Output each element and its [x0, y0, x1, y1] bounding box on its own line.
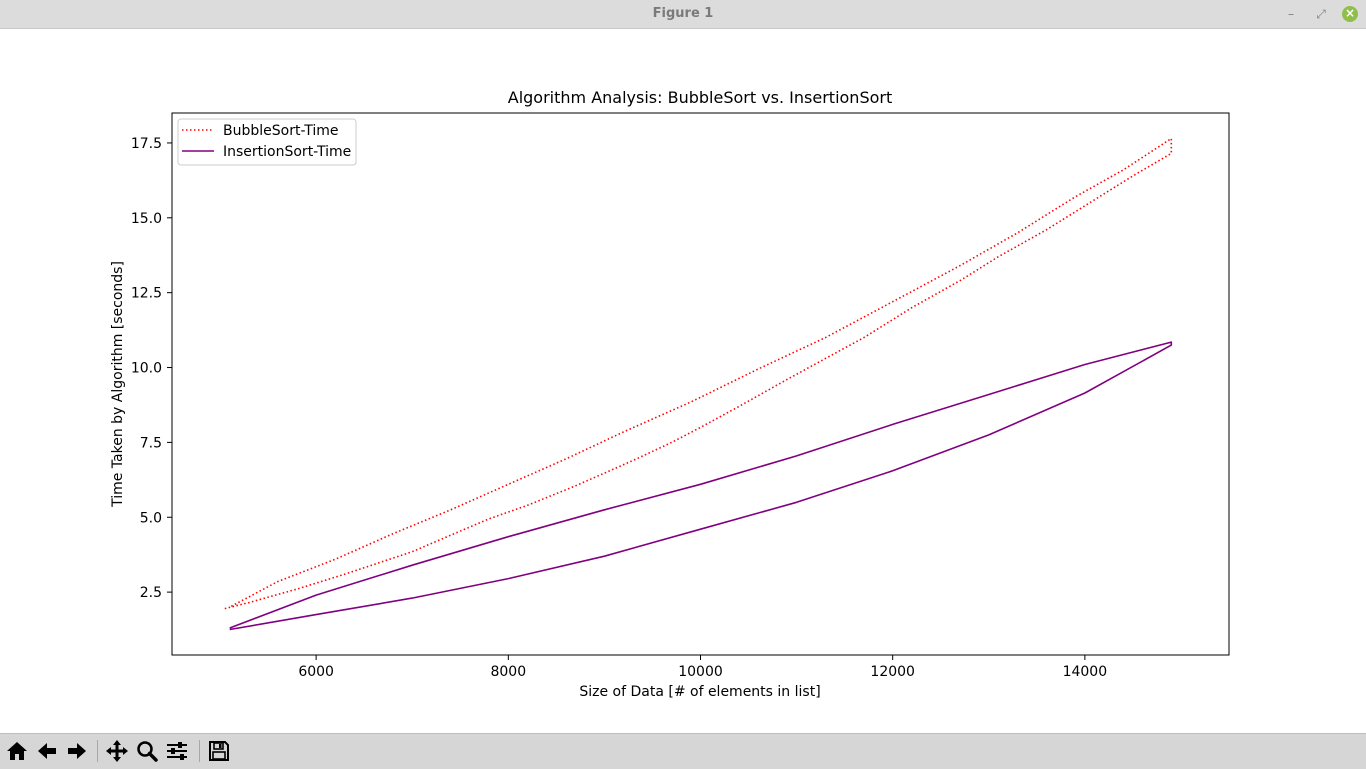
floppy-disk-icon	[209, 741, 229, 761]
arrow-right-icon	[68, 743, 86, 759]
x-tick-label: 6000	[298, 664, 334, 680]
close-button[interactable]: ×	[1342, 6, 1358, 22]
y-axis: 2.5 5.0 7.5 10.0 12.5 15.0 17.5	[131, 136, 172, 601]
arrow-left-icon	[38, 743, 56, 759]
x-tick-label: 12000	[870, 664, 915, 680]
chart-title: Algorithm Analysis: BubbleSort vs. Inser…	[508, 88, 892, 107]
y-tick-label: 5.0	[140, 510, 162, 526]
x-axis-label: Size of Data [# of elements in list]	[579, 684, 820, 700]
x-tick-label: 14000	[1063, 664, 1108, 680]
x-tick-label: 8000	[490, 664, 526, 680]
configure-subplots-button[interactable]	[164, 738, 190, 764]
plot-background	[172, 113, 1229, 655]
y-tick-label: 15.0	[131, 211, 162, 227]
toolbar-separator	[199, 740, 200, 762]
pan-button[interactable]	[104, 738, 130, 764]
maximize-button[interactable]: ⤢	[1316, 7, 1326, 21]
forward-button[interactable]	[64, 738, 90, 764]
series-layer	[224, 137, 1173, 631]
minimize-button[interactable]: –	[1288, 7, 1294, 21]
back-button[interactable]	[34, 738, 60, 764]
home-icon	[7, 742, 27, 760]
legend-box	[177, 118, 357, 166]
sliders-icon	[167, 742, 187, 760]
save-button[interactable]	[206, 738, 232, 764]
series-line-insertionsort-time	[229, 341, 1173, 631]
y-tick-label: 10.0	[131, 361, 162, 377]
move-icon	[106, 740, 128, 762]
y-tick-label: 17.5	[131, 136, 162, 152]
y-tick-label: 2.5	[140, 585, 162, 601]
window-titlebar: Figure 1 – ⤢ ×	[0, 0, 1366, 29]
legend-label-insertionsort: InsertionSort-Time	[223, 144, 351, 160]
series-line-bubblesort-time	[224, 137, 1173, 610]
legend-label-bubblesort: BubbleSort-Time	[223, 123, 338, 139]
window-title: Figure 1	[652, 6, 714, 21]
x-axis: 6000 8000 10000 12000 14000	[298, 655, 1107, 680]
y-axis-label: Time Taken by Algorithm [seconds]	[110, 261, 126, 508]
navigation-toolbar	[0, 733, 1366, 769]
home-button[interactable]	[4, 738, 30, 764]
y-tick-label: 12.5	[131, 286, 162, 302]
legend: BubbleSort-Time InsertionSort-Time	[177, 118, 357, 166]
chart: 6000 8000 10000 12000 14000 2.5 5.0 7.5 10.0 12.…	[110, 88, 1230, 700]
y-tick-label: 7.5	[140, 435, 162, 451]
figure-canvas: 6000 8000 10000 12000 14000 2.5 5.0 7.5 10.0 12.…	[0, 29, 1366, 733]
magnifier-icon	[137, 741, 158, 762]
x-tick-label: 10000	[678, 664, 723, 680]
toolbar-separator	[97, 740, 98, 762]
zoom-button[interactable]	[134, 738, 160, 764]
